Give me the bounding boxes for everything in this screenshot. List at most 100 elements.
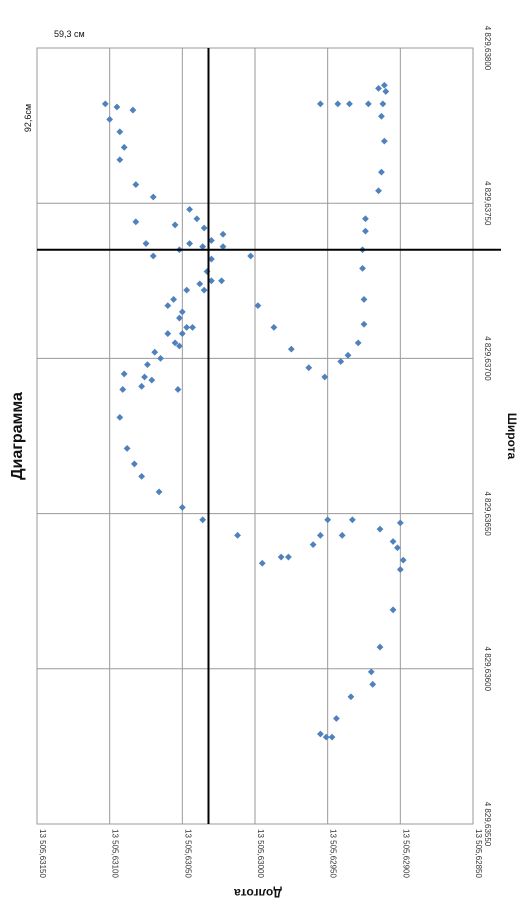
data-point: [376, 643, 384, 651]
data-point: [141, 373, 148, 381]
data-point: [378, 168, 385, 176]
data-point: [396, 519, 404, 527]
data-point: [178, 308, 186, 316]
data-point: [170, 296, 178, 303]
data-point: [186, 206, 193, 213]
data-point: [196, 280, 204, 288]
data-point: [389, 538, 397, 545]
data-point: [218, 277, 225, 285]
data-point: [247, 252, 255, 260]
data-point: [157, 355, 164, 362]
y-tick-label: 13 505,62950: [329, 829, 338, 878]
data-point: [360, 296, 368, 303]
data-point: [317, 730, 324, 738]
data-point: [132, 218, 140, 226]
y-axis-title: Долгота: [234, 886, 282, 900]
data-point: [344, 351, 352, 359]
x-tick-label: 4 829,63650: [483, 491, 492, 536]
data-point: [183, 323, 191, 331]
chart-title: Диаграмма: [9, 392, 26, 480]
data-point: [367, 668, 375, 676]
data-point: [113, 103, 121, 111]
x-tick-label: 4 829,63700: [483, 336, 492, 381]
data-point: [171, 339, 179, 347]
data-point: [317, 531, 324, 539]
data-point: [200, 286, 208, 294]
data-point: [234, 531, 241, 539]
x-axis-title: Широта: [505, 413, 519, 460]
x-tick-label: 4 829,63750: [483, 181, 492, 226]
data-point: [338, 531, 346, 539]
data-point: [321, 373, 329, 381]
data-point: [285, 553, 292, 561]
data-point: [208, 255, 215, 263]
data-point: [376, 525, 384, 533]
data-point: [106, 115, 114, 123]
data-point: [183, 286, 191, 294]
data-point: [287, 345, 295, 353]
data-point: [362, 215, 369, 223]
data-point: [322, 733, 330, 741]
data-point: [375, 187, 382, 195]
data-point: [399, 556, 407, 564]
data-point: [337, 358, 345, 365]
data-point: [394, 544, 401, 552]
x-tick-label: 4 829,63600: [483, 647, 492, 692]
data-point: [396, 566, 404, 573]
data-point: [174, 386, 182, 393]
longitude-tick-labels: 13 505,62850 13 505,62900 13 505,62950 13 5…: [38, 829, 483, 878]
data-point: [208, 237, 215, 244]
data-point: [219, 243, 227, 251]
data-point: [200, 224, 208, 232]
data-point: [309, 541, 317, 549]
x-tick-label: 4 829,63800: [483, 26, 492, 71]
data-point: [379, 100, 387, 108]
data-point: [348, 516, 356, 524]
data-point: [132, 181, 140, 188]
data-point: [360, 320, 368, 328]
data-points: [101, 81, 407, 741]
data-point: [151, 348, 159, 356]
data-point: [208, 277, 215, 285]
data-point: [364, 100, 372, 108]
data-point: [101, 100, 109, 108]
data-point: [178, 330, 186, 337]
y-tick-label: 13 505,63100: [111, 829, 120, 878]
data-point: [199, 516, 207, 524]
data-point: [120, 370, 128, 378]
data-point: [219, 230, 227, 238]
data-point: [270, 323, 278, 331]
y-tick-label: 13 505,63150: [38, 829, 47, 878]
data-point: [346, 100, 353, 108]
data-point: [193, 215, 201, 223]
data-point: [164, 330, 172, 337]
data-point: [258, 559, 266, 567]
data-point: [305, 364, 313, 372]
crosshair-lines: [37, 48, 501, 824]
data-point: [382, 88, 390, 95]
data-point: [359, 264, 366, 272]
data-point: [189, 323, 196, 331]
annotation-height: 92,6см: [23, 104, 33, 132]
data-point: [116, 413, 124, 421]
data-point: [138, 382, 146, 390]
data-point: [380, 81, 388, 89]
data-point: [354, 339, 362, 347]
data-point: [144, 361, 151, 369]
data-point: [369, 680, 377, 688]
x-tick-label: 4 829,63550: [483, 802, 492, 847]
data-point: [123, 445, 131, 452]
data-point: [164, 302, 172, 310]
data-point: [155, 488, 163, 496]
data-point: [378, 112, 385, 120]
data-point: [178, 503, 186, 511]
y-tick-label: 13 505,62900: [401, 829, 410, 878]
grid-lines: [37, 48, 473, 824]
latitude-tick-labels: 4 829,63550 4 829,63600 4 829,63650 4 829,6…: [483, 26, 492, 847]
data-point: [116, 156, 124, 164]
data-point: [328, 733, 336, 741]
y-tick-label: 13 505,63050: [183, 829, 192, 878]
data-point: [142, 240, 150, 247]
data-point: [277, 553, 285, 561]
data-point: [186, 240, 193, 247]
